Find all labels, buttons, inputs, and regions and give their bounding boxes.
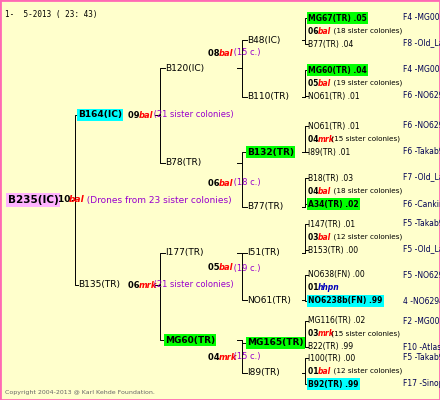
Text: A34(TR) .02: A34(TR) .02: [308, 200, 359, 208]
Text: mrk: mrk: [318, 330, 335, 338]
Text: I89(TR): I89(TR): [247, 368, 280, 378]
Text: F4 -MG00R: F4 -MG00R: [403, 66, 440, 74]
Text: 04: 04: [308, 134, 321, 144]
Text: 06: 06: [128, 280, 143, 290]
Text: F6 -Cankiri97Q: F6 -Cankiri97Q: [403, 200, 440, 208]
Text: (21 sister colonies): (21 sister colonies): [150, 110, 233, 120]
Text: (21 sister colonies): (21 sister colonies): [150, 280, 233, 290]
Text: (15 sister colonies): (15 sister colonies): [329, 331, 400, 337]
Text: B120(IC): B120(IC): [165, 64, 204, 72]
Text: I100(TR) .00: I100(TR) .00: [308, 354, 355, 362]
Text: F5 -Old_Lady: F5 -Old_Lady: [403, 246, 440, 254]
Text: F5 -Takab93aR: F5 -Takab93aR: [403, 354, 440, 362]
Text: bal: bal: [219, 178, 234, 188]
Text: 06: 06: [208, 178, 223, 188]
Text: 1-  5-2013 ( 23: 43): 1- 5-2013 ( 23: 43): [5, 10, 98, 19]
Text: (12 sister colonies): (12 sister colonies): [329, 368, 402, 374]
Text: I89(TR) .01: I89(TR) .01: [308, 148, 350, 156]
Text: B153(TR) .00: B153(TR) .00: [308, 246, 358, 254]
Text: (19 sister colonies): (19 sister colonies): [329, 80, 402, 86]
Text: MG116(TR) .02: MG116(TR) .02: [308, 316, 365, 326]
Text: (Drones from 23 sister colonies): (Drones from 23 sister colonies): [81, 196, 231, 204]
Text: B48(IC): B48(IC): [247, 36, 280, 44]
Text: MG165(TR): MG165(TR): [247, 338, 304, 348]
Text: (15 sister colonies): (15 sister colonies): [329, 136, 400, 142]
Text: F4 -MG00R: F4 -MG00R: [403, 14, 440, 22]
Text: B18(TR) .03: B18(TR) .03: [308, 174, 353, 182]
Text: 03: 03: [308, 330, 321, 338]
Text: NO61(TR) .01: NO61(TR) .01: [308, 92, 359, 100]
Text: 08: 08: [208, 48, 222, 58]
Text: (18 sister colonies): (18 sister colonies): [329, 28, 402, 34]
Text: F8 -Old_Lady: F8 -Old_Lady: [403, 40, 440, 48]
Text: bal: bal: [69, 196, 85, 204]
Text: B135(TR): B135(TR): [78, 280, 120, 290]
Text: B78(TR): B78(TR): [165, 158, 201, 168]
Text: F2 -MG00R: F2 -MG00R: [403, 316, 440, 326]
Text: I147(TR) .01: I147(TR) .01: [308, 220, 355, 228]
Text: (12 sister colonies): (12 sister colonies): [329, 234, 402, 240]
Text: bal: bal: [219, 48, 234, 58]
Text: F17 -Sinop62R: F17 -Sinop62R: [403, 380, 440, 388]
Text: 05: 05: [308, 78, 321, 88]
Text: F5 -NO6294R: F5 -NO6294R: [403, 270, 440, 280]
Text: hhpn: hhpn: [318, 284, 340, 292]
Text: 10: 10: [58, 196, 73, 204]
Text: MG67(TR) .05: MG67(TR) .05: [308, 14, 367, 22]
Text: bal: bal: [318, 366, 331, 376]
Text: B132(TR): B132(TR): [247, 148, 294, 156]
Text: MG60(TR): MG60(TR): [165, 336, 215, 344]
Text: 04: 04: [208, 352, 223, 362]
Text: I51(TR): I51(TR): [247, 248, 280, 258]
Text: I177(TR): I177(TR): [165, 248, 203, 258]
Text: Copyright 2004-2013 @ Karl Kehde Foundation.: Copyright 2004-2013 @ Karl Kehde Foundat…: [5, 390, 155, 395]
Text: bal: bal: [318, 26, 331, 36]
Text: 05: 05: [208, 264, 223, 272]
Text: B164(IC): B164(IC): [78, 110, 122, 120]
Text: 09: 09: [128, 110, 143, 120]
Text: 04: 04: [308, 186, 321, 196]
Text: F6 -Takab93aR: F6 -Takab93aR: [403, 148, 440, 156]
Text: F5 -Takab93aR: F5 -Takab93aR: [403, 220, 440, 228]
Text: mrk: mrk: [139, 280, 158, 290]
Text: (18 c.): (18 c.): [231, 178, 260, 188]
Text: B77(TR): B77(TR): [247, 202, 283, 212]
Text: (15 c.): (15 c.): [231, 48, 260, 58]
Text: bal: bal: [318, 78, 331, 88]
Text: 03: 03: [308, 232, 321, 242]
Text: (18 sister colonies): (18 sister colonies): [329, 188, 402, 194]
Text: bal: bal: [139, 110, 154, 120]
Text: mrk: mrk: [219, 352, 238, 362]
Text: B110(TR): B110(TR): [247, 92, 289, 102]
Text: B92(TR) .99: B92(TR) .99: [308, 380, 359, 388]
Text: 4 -NO6294R: 4 -NO6294R: [403, 296, 440, 306]
Text: F7 -Old_Lady: F7 -Old_Lady: [403, 174, 440, 182]
Text: 06: 06: [308, 26, 321, 36]
Text: NO6238b(FN) .99: NO6238b(FN) .99: [308, 296, 382, 306]
Text: F6 -NO6294R: F6 -NO6294R: [403, 122, 440, 130]
Text: bal: bal: [219, 264, 234, 272]
Text: F10 -Atlas85R: F10 -Atlas85R: [403, 342, 440, 352]
Text: B235(IC): B235(IC): [8, 195, 59, 205]
Text: B77(TR) .04: B77(TR) .04: [308, 40, 353, 48]
Text: 01: 01: [308, 284, 321, 292]
Text: bal: bal: [318, 232, 331, 242]
Text: (19 c.): (19 c.): [231, 264, 260, 272]
Text: MG60(TR) .04: MG60(TR) .04: [308, 66, 367, 74]
Text: NO61(TR) .01: NO61(TR) .01: [308, 122, 359, 130]
Text: NO638(FN) .00: NO638(FN) .00: [308, 270, 365, 280]
Text: (15 c.): (15 c.): [231, 352, 260, 362]
Text: B22(TR) .99: B22(TR) .99: [308, 342, 353, 352]
Text: F6 -NO6294R: F6 -NO6294R: [403, 92, 440, 100]
Text: bal: bal: [318, 186, 331, 196]
Text: mrk: mrk: [318, 134, 335, 144]
Text: NO61(TR): NO61(TR): [247, 296, 291, 304]
Text: 01: 01: [308, 366, 321, 376]
